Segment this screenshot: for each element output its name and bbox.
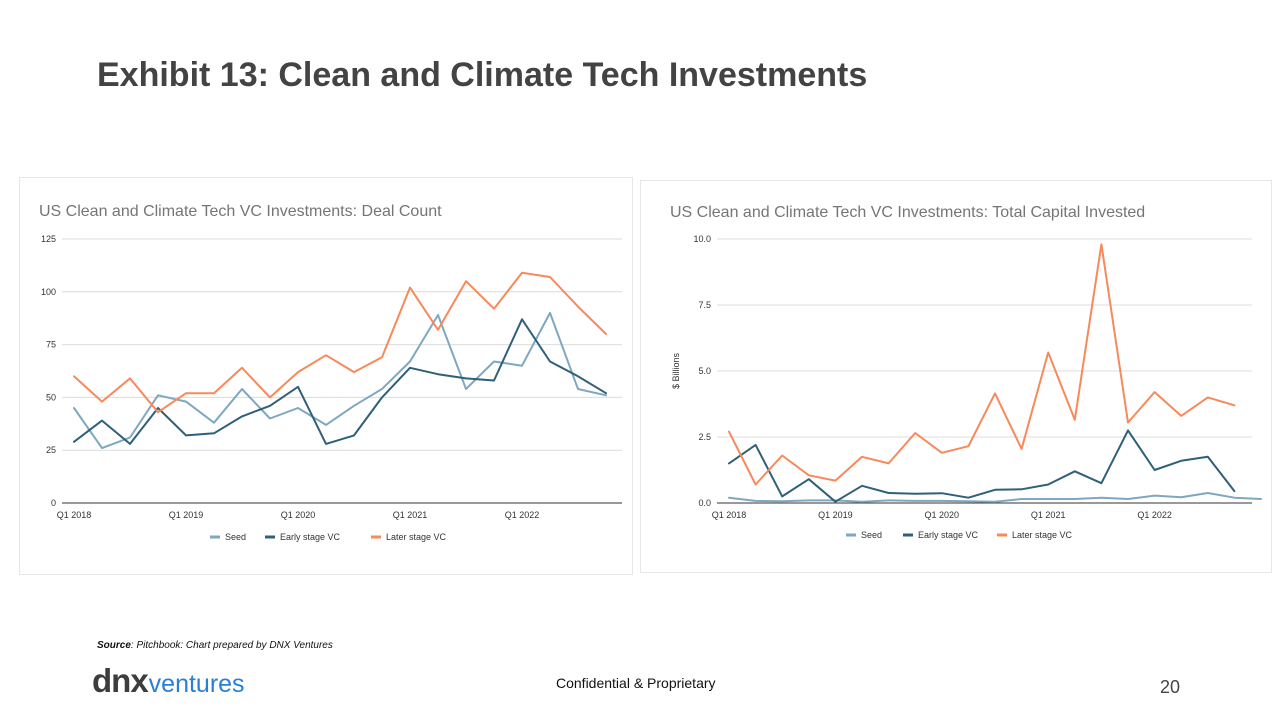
y-axis-label: $ Billions (671, 352, 681, 389)
x-tick-label: Q1 2020 (925, 510, 960, 520)
capital-invested-chart: US Clean and Climate Tech VC Investments… (641, 181, 1271, 572)
series-line-seed (729, 493, 1261, 502)
source-note: Source: Pitchbook: Chart prepared by DNX… (97, 640, 333, 651)
x-tick-label: Q1 2019 (169, 510, 204, 520)
y-tick-label: 0 (51, 498, 56, 508)
legend-label: Early stage VC (280, 532, 341, 542)
y-tick-label: 10.0 (693, 234, 711, 244)
x-tick-label: Q1 2022 (1137, 510, 1172, 520)
dnx-ventures-logo: dnxventures (92, 664, 245, 697)
legend-label: Seed (225, 532, 246, 542)
x-tick-label: Q1 2021 (1031, 510, 1066, 520)
y-tick-label: 2.5 (698, 432, 711, 442)
capital-invested-chart-panel: US Clean and Climate Tech VC Investments… (640, 180, 1272, 573)
y-tick-label: 5.0 (698, 366, 711, 376)
y-tick-label: 125 (41, 234, 56, 244)
confidential-label: Confidential & Proprietary (556, 675, 716, 691)
y-tick-label: 50 (46, 392, 56, 402)
x-tick-label: Q1 2019 (818, 510, 853, 520)
logo-dnx-text: dnx (92, 662, 148, 699)
source-text: : Pitchbook: Chart prepared by DNX Ventu… (131, 640, 333, 651)
y-tick-label: 0.0 (698, 498, 711, 508)
page-number: 20 (1160, 677, 1180, 698)
x-tick-label: Q1 2021 (393, 510, 428, 520)
legend-label: Seed (861, 530, 882, 540)
x-tick-label: Q1 2018 (57, 510, 92, 520)
series-line-later-stage-vc (729, 244, 1234, 484)
legend-label: Later stage VC (386, 532, 447, 542)
y-tick-label: 7.5 (698, 300, 711, 310)
chart-title: US Clean and Climate Tech VC Investments… (670, 204, 1145, 221)
y-tick-label: 25 (46, 445, 56, 455)
x-tick-label: Q1 2018 (712, 510, 747, 520)
deal-count-chart-panel: US Clean and Climate Tech VC Investments… (19, 177, 633, 575)
series-line-early-stage-vc (74, 319, 606, 444)
series-line-seed (74, 313, 606, 448)
source-label: Source (97, 640, 131, 651)
series-line-early-stage-vc (729, 430, 1234, 501)
deal-count-chart: US Clean and Climate Tech VC Investments… (20, 178, 632, 574)
x-tick-label: Q1 2020 (281, 510, 316, 520)
y-tick-label: 75 (46, 340, 56, 350)
logo-ventures-text: ventures (149, 670, 245, 698)
slide-title: Exhibit 13: Clean and Climate Tech Inves… (97, 56, 867, 95)
x-tick-label: Q1 2022 (505, 510, 540, 520)
chart-title: US Clean and Climate Tech VC Investments… (39, 203, 442, 220)
y-tick-label: 100 (41, 287, 56, 297)
legend-label: Later stage VC (1012, 530, 1073, 540)
series-line-later-stage-vc (74, 273, 606, 412)
legend-label: Early stage VC (918, 530, 979, 540)
